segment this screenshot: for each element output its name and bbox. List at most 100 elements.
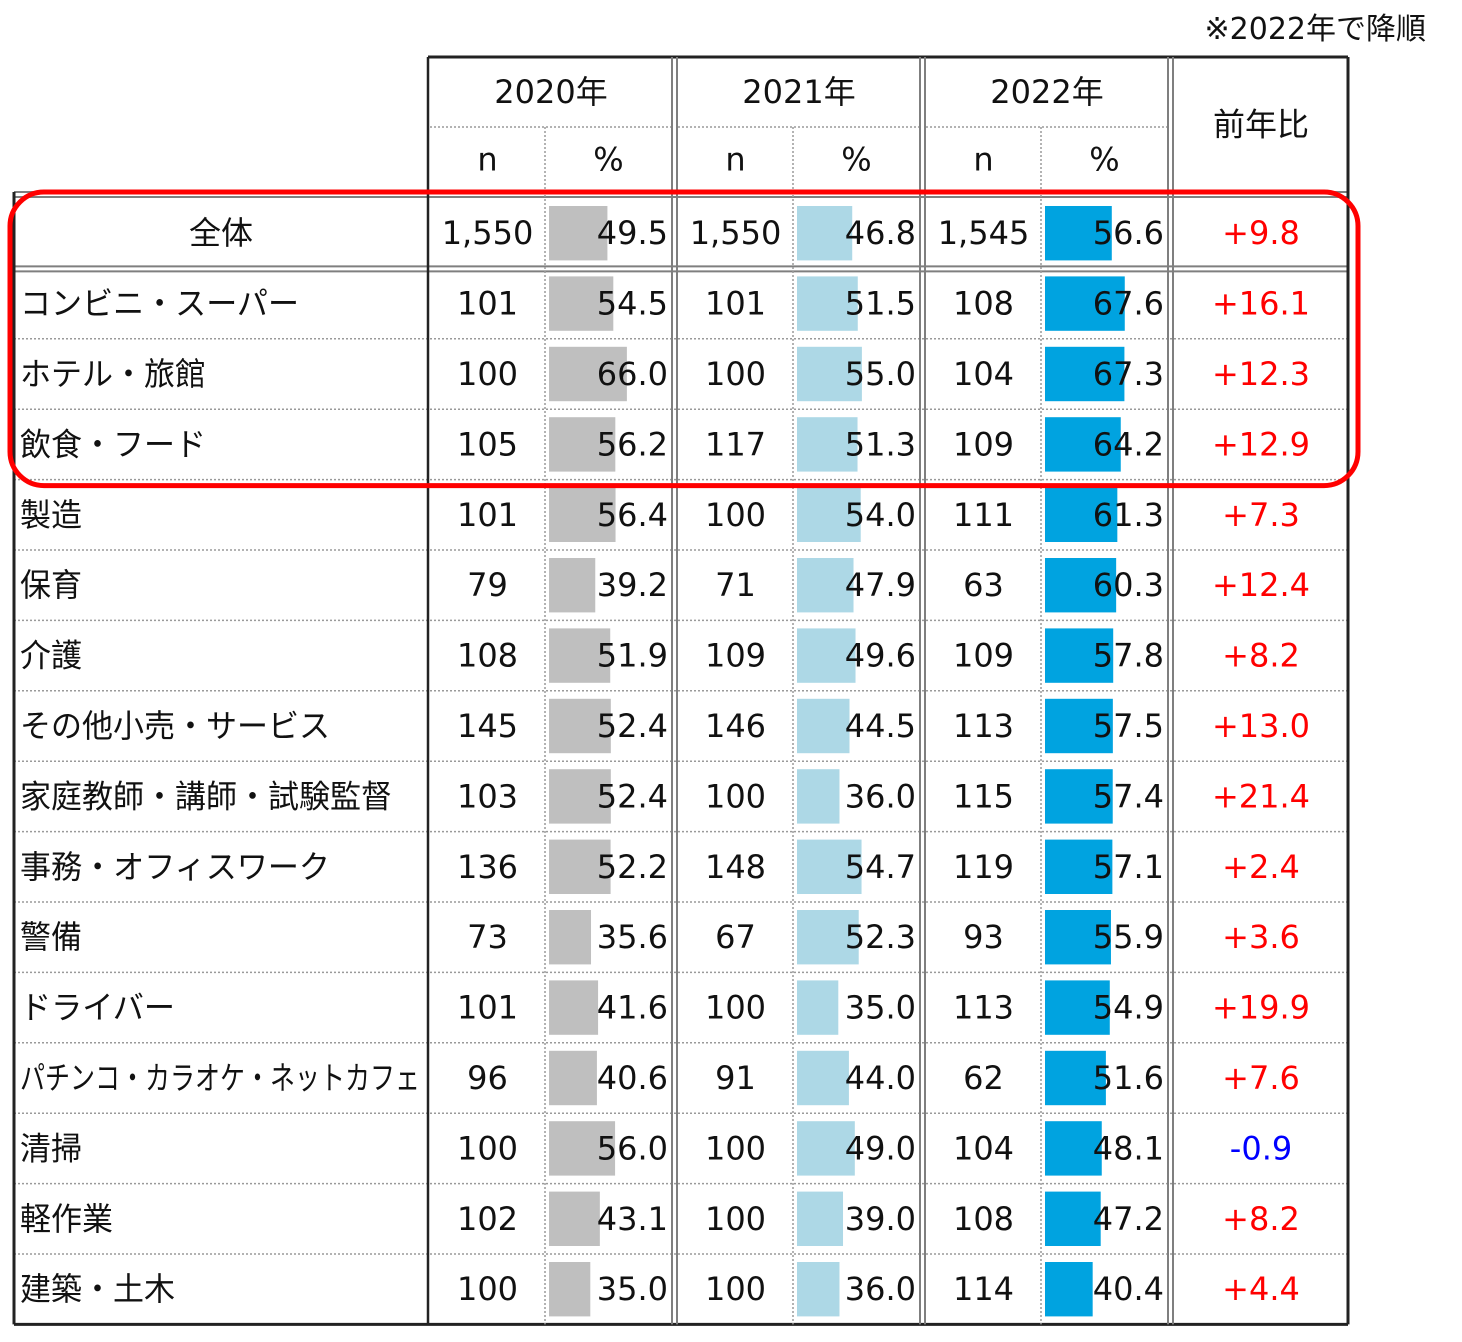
- change-value: +21.4: [1212, 777, 1310, 815]
- change-value: +12.3: [1212, 355, 1310, 393]
- bar-2021: [797, 487, 861, 542]
- n-value: 96: [467, 1059, 508, 1097]
- n-value: 62: [963, 1059, 1004, 1097]
- bar-2021: [797, 206, 853, 261]
- bar-2022: [1045, 206, 1112, 261]
- n-value: 114: [953, 1270, 1014, 1308]
- pct-value: 54.5: [597, 285, 668, 323]
- change-value: +9.8: [1222, 214, 1300, 252]
- pct-value: 52.4: [597, 777, 668, 815]
- bar-2020: [549, 558, 596, 613]
- n-value: 100: [457, 1270, 518, 1308]
- year-header: 2020年: [494, 73, 607, 111]
- pct-value: 40.4: [1093, 1270, 1164, 1308]
- n-value: 100: [705, 989, 766, 1027]
- row-label: ドライバー: [20, 989, 175, 1027]
- n-value: 148: [705, 848, 766, 886]
- pct-value: 47.9: [845, 566, 916, 604]
- change-value: +7.3: [1222, 496, 1300, 534]
- bar-2020: [549, 980, 599, 1035]
- n-value: 102: [457, 1200, 518, 1238]
- n-value: 136: [457, 848, 518, 886]
- n-value: 73: [467, 918, 508, 956]
- pct-value: 54.7: [845, 848, 916, 886]
- row-label: 製造: [20, 496, 82, 534]
- n-value: 79: [467, 566, 508, 604]
- change-header: 前年比: [1213, 106, 1309, 144]
- n-value: 101: [457, 989, 518, 1027]
- bar-2022: [1045, 1050, 1106, 1106]
- pct-value: 56.0: [597, 1129, 668, 1167]
- pct-value: 51.5: [845, 285, 916, 323]
- pct-value: 47.2: [1093, 1200, 1164, 1238]
- bar-2020: [549, 698, 611, 754]
- n-value: 100: [457, 1129, 518, 1167]
- pct-value: 55.9: [1093, 918, 1164, 956]
- n-value: 1,550: [690, 214, 782, 252]
- change-value: -0.9: [1230, 1129, 1292, 1167]
- change-value: +16.1: [1212, 285, 1310, 323]
- bar-2020: [549, 206, 608, 261]
- bar-2022: [1045, 346, 1125, 402]
- row-label: パチンコ・カラオケ・ネットカフェ: [20, 1059, 420, 1097]
- pct-value: 67.3: [1093, 355, 1164, 393]
- sort-note: ※2022年で降順: [1204, 12, 1426, 47]
- n-value: 119: [953, 848, 1014, 886]
- bar-2022: [1045, 558, 1117, 613]
- pct-value: 35.0: [845, 989, 916, 1027]
- bar-2022: [1045, 910, 1111, 965]
- pct-value: 54.0: [845, 496, 916, 534]
- row-label: 建築・土木: [20, 1270, 175, 1308]
- n-value: 101: [457, 496, 518, 534]
- pct-value: 52.3: [845, 918, 916, 956]
- n-value: 146: [705, 707, 766, 745]
- bar-2020: [549, 839, 611, 894]
- change-value: +3.6: [1222, 918, 1300, 956]
- n-value: 117: [705, 425, 766, 463]
- n-value: 101: [457, 285, 518, 323]
- n-value: 100: [457, 355, 518, 393]
- change-value: +12.4: [1212, 566, 1310, 604]
- bar-2020: [549, 417, 616, 472]
- n-value: 108: [457, 637, 518, 675]
- n-value: 105: [457, 425, 518, 463]
- bar-2021: [797, 417, 858, 472]
- bar-2021: [797, 1262, 840, 1317]
- n-value: 104: [953, 1129, 1014, 1167]
- pct-value: 48.1: [1093, 1129, 1164, 1167]
- pct-value: 35.0: [597, 1270, 668, 1308]
- n-value: 1,545: [938, 214, 1030, 252]
- n-header: n: [973, 141, 993, 179]
- bar-2020: [549, 487, 616, 542]
- pct-value: 39.0: [845, 1200, 916, 1238]
- pct-value: 51.3: [845, 425, 916, 463]
- pct-value: 57.1: [1093, 848, 1164, 886]
- bar-2020: [549, 1121, 616, 1176]
- pct-value: 36.0: [845, 777, 916, 815]
- pct-value: 54.9: [1093, 989, 1164, 1027]
- n-value: 67: [715, 918, 756, 956]
- n-value: 71: [715, 566, 756, 604]
- bar-2020: [549, 910, 592, 965]
- bar-2020: [549, 769, 611, 824]
- pct-value: 56.2: [597, 425, 668, 463]
- pct-value: 39.2: [597, 566, 668, 604]
- bar-2022: [1045, 1262, 1093, 1317]
- n-value: 1,550: [442, 214, 534, 252]
- n-value: 93: [963, 918, 1004, 956]
- row-label: ホテル・旅館: [20, 355, 206, 393]
- bar-2022: [1045, 276, 1125, 331]
- bar-2022: [1045, 839, 1113, 894]
- pct-value: 35.6: [597, 918, 668, 956]
- n-value: 109: [953, 425, 1014, 463]
- row-label: 保育: [20, 566, 82, 604]
- bar-2020: [549, 628, 611, 683]
- highlight-box: [7, 189, 1361, 489]
- row-label: 飲食・フード: [20, 425, 206, 463]
- pct-value: 66.0: [597, 355, 668, 393]
- pct-header: %: [593, 141, 623, 179]
- bar-2022: [1045, 1191, 1101, 1246]
- n-value: 115: [953, 777, 1014, 815]
- pct-value: 51.9: [597, 637, 668, 675]
